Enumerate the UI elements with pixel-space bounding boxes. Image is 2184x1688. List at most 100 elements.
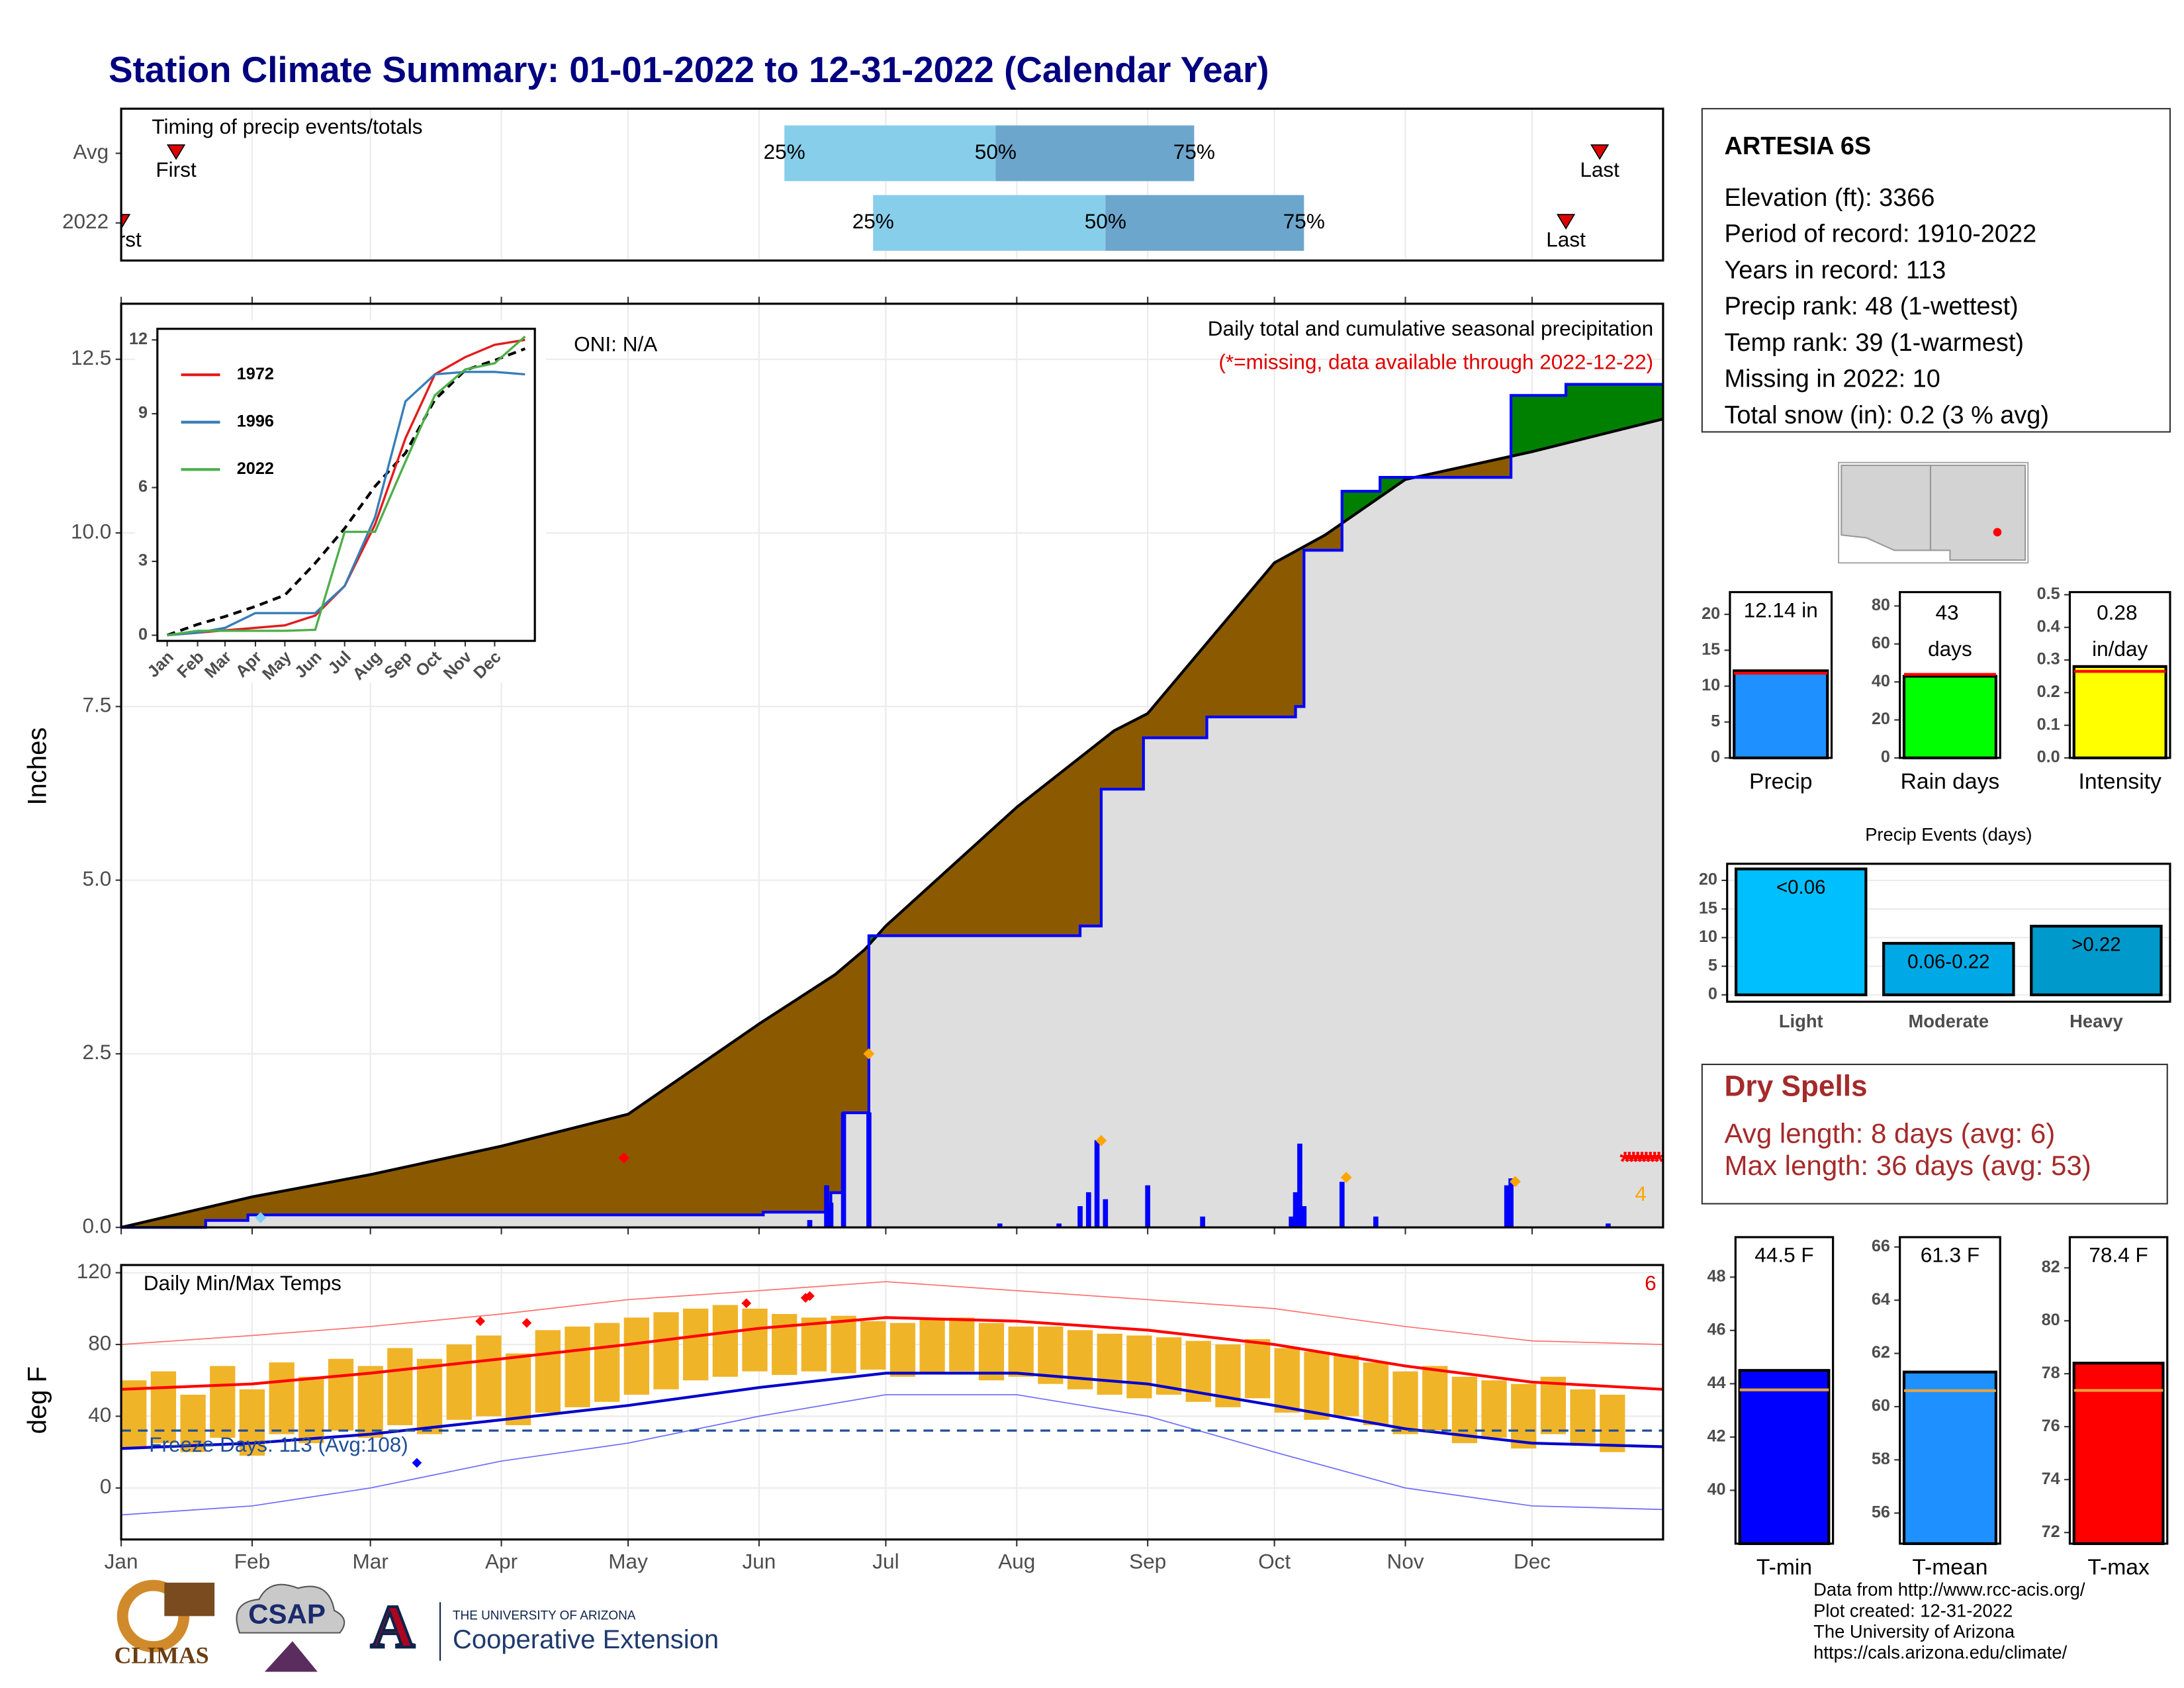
- csap-cloud: [236, 1583, 345, 1634]
- y-axis-label: deg F: [23, 1366, 52, 1434]
- y-tick-label: Avg: [73, 140, 109, 164]
- plot-frame: [1899, 1236, 2001, 1545]
- daily-temp-bar: [1244, 1338, 1271, 1399]
- daily-temp-bar: [742, 1308, 768, 1372]
- missing-marker: *: [1628, 1146, 1639, 1177]
- daily-temp-bar: [1511, 1383, 1537, 1449]
- daily-temp-bar: [594, 1323, 620, 1402]
- annotation: Freeze Days: 113 (Avg:108): [149, 1432, 408, 1456]
- y-tick-label: 6: [138, 477, 148, 496]
- timing-label: Last: [1546, 227, 1586, 251]
- precip-marker: [863, 1048, 875, 1060]
- x-tick-label: Feb: [234, 1550, 270, 1573]
- y-tick-label: 66: [1872, 1237, 1890, 1255]
- plot-frame: [1729, 590, 1833, 759]
- plot-frame: [1734, 1236, 1835, 1545]
- dry-spells-box: [1701, 1063, 2168, 1205]
- daily-temp-bar: [1334, 1355, 1359, 1417]
- logos: CLIMAS CSAP A THE UNIVERSITY OF ARIZONA …: [114, 1579, 719, 1672]
- y-tick-label: 64: [1872, 1290, 1890, 1309]
- footer-line: https://cals.arizona.edu/climate/: [1813, 1642, 2067, 1662]
- footer-line: Data from http://www.rcc-acis.org/: [1813, 1579, 2085, 1600]
- value-label: 78.4 F: [2089, 1243, 2148, 1267]
- timing-marker: [121, 214, 131, 230]
- daily-temp-bar: [1126, 1335, 1152, 1399]
- daily-bar: [1508, 1178, 1514, 1228]
- climas-logo: [164, 1582, 215, 1617]
- daily-temp-bar: [1274, 1348, 1300, 1413]
- quartile-label: 75%: [1283, 209, 1325, 233]
- panel-subtitle: (*=missing, data available through 2022-…: [1218, 350, 1653, 374]
- record-marker: [412, 1458, 422, 1468]
- csap-mountain: [264, 1641, 318, 1672]
- legend-label: 1972: [237, 365, 274, 383]
- bar: [2072, 1362, 2165, 1546]
- daily-temp-bar: [683, 1308, 709, 1381]
- average-line: [166, 347, 526, 637]
- timing-marker: [1590, 144, 1610, 160]
- missing-marker: *: [1653, 1146, 1664, 1177]
- category-label: T-max: [2087, 1556, 2150, 1580]
- y-tick-label: 56: [1872, 1503, 1890, 1521]
- missing-marker: *: [1624, 1146, 1635, 1177]
- y-tick-label: 0.2: [2037, 682, 2060, 701]
- daily-temp-bar: [889, 1323, 916, 1377]
- plot-bg: [157, 328, 535, 641]
- station-lines: Elevation (ft): 3366 Period of record: 19…: [1724, 184, 2048, 429]
- y-tick-label: 76: [2042, 1417, 2060, 1435]
- map-state: [1929, 464, 2026, 561]
- value-label: 43 days: [1928, 601, 1972, 661]
- x-tick-label: Aug: [998, 1550, 1035, 1573]
- y-tick-label: 12: [129, 330, 148, 348]
- daily-temp-bar: [1097, 1333, 1122, 1395]
- normal-max-line: [121, 1316, 1663, 1391]
- x-tick-label: Jul: [872, 1550, 899, 1573]
- daily-temp-bar: [269, 1362, 295, 1434]
- station-line: Precip rank: 48 (1-wettest): [1724, 293, 2018, 320]
- panel-title: Timing of precip events/totals: [152, 115, 422, 138]
- footer: Data from http://www.rcc-acis.org/Plot c…: [1813, 1579, 2085, 1663]
- quartile-label: 75%: [1173, 140, 1215, 164]
- y-tick-label: 80: [2042, 1311, 2060, 1329]
- daily-bar: [824, 1185, 829, 1228]
- daily-temp-bar: [565, 1326, 590, 1407]
- y-tick-label: 0.1: [2037, 715, 2060, 733]
- value-label: 12.14 in: [1744, 598, 1818, 622]
- normal-min-line: [121, 1372, 1663, 1450]
- daily-temp-bar: [949, 1317, 975, 1372]
- plot-frame: [2068, 590, 2171, 759]
- record-max-line: [121, 1281, 1663, 1345]
- bar: [1882, 941, 2015, 996]
- quartile-bar: [784, 125, 996, 181]
- y-tick-label: 10: [1702, 676, 1720, 694]
- missing-marker: *: [1645, 1146, 1657, 1177]
- y-tick-label: 40: [1872, 672, 1890, 690]
- average-line: [120, 417, 1664, 1229]
- quartile-bar: [1105, 195, 1304, 251]
- daily-temp-bar: [919, 1319, 945, 1374]
- y-tick-label: 20: [1872, 710, 1890, 728]
- y-tick-label: 5: [1708, 956, 1717, 974]
- y-tick-label: 0: [100, 1474, 112, 1498]
- record-min-line: [121, 1394, 1663, 1516]
- plot-frame: [120, 303, 1664, 1229]
- daily-temp-bar: [505, 1353, 531, 1425]
- daily-bar: [828, 1202, 834, 1228]
- category-label: Moderate: [1909, 1011, 1989, 1031]
- station-box: [1701, 108, 2171, 433]
- climas-text: CLIMAS: [114, 1642, 209, 1669]
- x-tick-label: Oct: [1258, 1550, 1291, 1573]
- missing-marker: *: [1619, 1146, 1631, 1177]
- missing-marker: *: [1641, 1146, 1652, 1177]
- panel-title: Daily Min/Max Temps: [144, 1271, 341, 1295]
- panel-title: Daily total and cumulative seasonal prec…: [1208, 316, 1653, 340]
- precip-marker: [1510, 1176, 1521, 1188]
- x-tick-label: Apr: [485, 1550, 518, 1573]
- y-tick-label: 80: [88, 1331, 111, 1354]
- x-tick-label: Sep: [1129, 1550, 1166, 1573]
- y-tick-label: 82: [2042, 1258, 2060, 1276]
- station-line: Period of record: 1910-2022: [1724, 220, 2036, 248]
- daily-temp-bar: [712, 1305, 739, 1377]
- y-axis-label: Inches: [23, 727, 52, 806]
